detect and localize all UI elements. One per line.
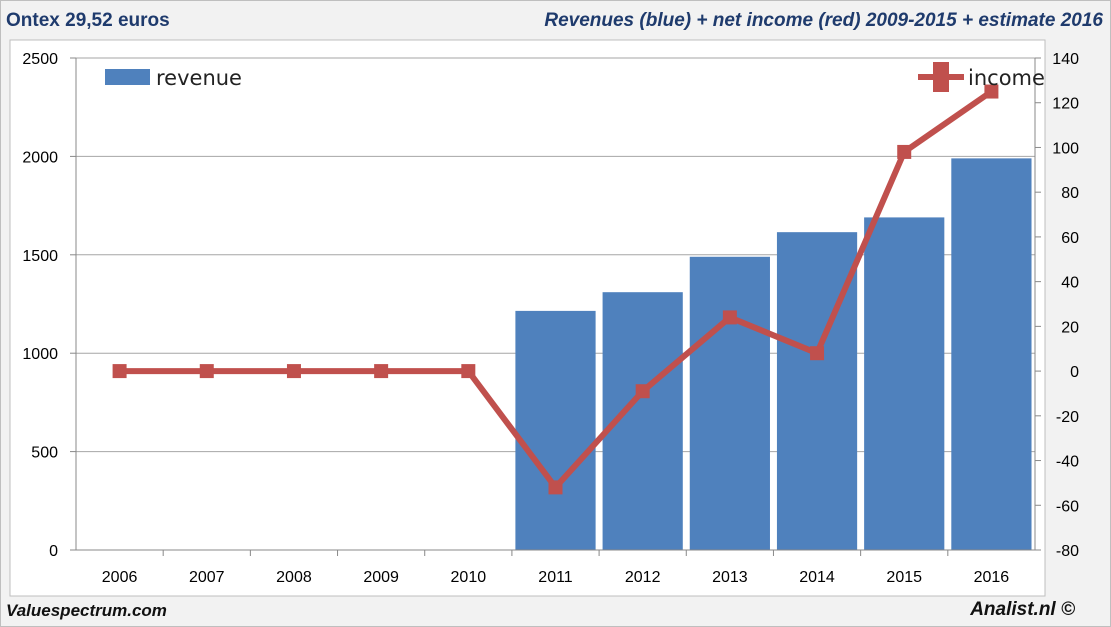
- x-axis-tick-label: 2010: [451, 569, 487, 586]
- x-axis-tick-label: 2009: [363, 569, 399, 586]
- left-axis-tick-label: 500: [31, 445, 58, 462]
- income-point: [374, 364, 389, 379]
- x-axis-tick-label: 2011: [538, 569, 573, 586]
- right-axis-tick-label: -80: [1056, 543, 1079, 560]
- revenue-bar: [515, 310, 596, 550]
- right-axis-tick-label: 60: [1061, 230, 1079, 247]
- income-point: [635, 384, 650, 399]
- left-axis-tick-label: 0: [49, 543, 58, 560]
- right-axis-tick-label: 140: [1052, 51, 1079, 68]
- x-axis-tick-label: 2015: [886, 569, 922, 586]
- right-axis-tick-label: -60: [1056, 498, 1079, 515]
- copyright-credit: Analist.nl ©: [970, 599, 1075, 620]
- right-axis-tick-label: 80: [1061, 185, 1079, 202]
- income-point: [722, 310, 737, 325]
- x-axis-tick-label: 2008: [276, 569, 312, 586]
- income-point: [548, 480, 563, 495]
- income-point: [112, 364, 127, 379]
- x-axis-tick-label: 2012: [625, 569, 661, 586]
- right-axis-tick-label: 40: [1061, 275, 1079, 292]
- revenue-bar: [776, 232, 858, 550]
- right-axis-tick-label: 20: [1061, 319, 1079, 336]
- x-axis-tick-label: 2006: [102, 569, 138, 586]
- right-axis-tick-label: 100: [1052, 140, 1079, 157]
- source-credit: Valuespectrum.com: [6, 601, 167, 620]
- left-axis-tick-label: 2500: [22, 51, 58, 68]
- income-point: [984, 84, 999, 99]
- income-point: [810, 346, 825, 361]
- income-point: [461, 364, 476, 379]
- x-axis-tick-label: 2014: [799, 569, 835, 586]
- revenue-bar: [951, 158, 1032, 551]
- income-legend-label: income: [968, 66, 1045, 90]
- left-axis-tick-label: 1500: [22, 248, 58, 265]
- right-axis-tick-label: -20: [1056, 409, 1079, 426]
- x-axis-tick-label: 2007: [189, 569, 225, 586]
- revenue-legend-swatch: [105, 69, 150, 85]
- income-legend-marker: [933, 62, 949, 92]
- income-point: [286, 364, 301, 379]
- income-point: [199, 364, 214, 379]
- stock-price-title: Ontex 29,52 euros: [6, 10, 170, 31]
- chart-title: Revenues (blue) + net income (red) 2009-…: [544, 10, 1103, 31]
- revenue-legend-label: revenue: [156, 66, 242, 90]
- revenue-bar: [689, 256, 770, 550]
- x-axis-tick-label: 2016: [974, 569, 1010, 586]
- x-axis-tick-label: 2013: [712, 569, 748, 586]
- right-axis-tick-label: -40: [1056, 454, 1079, 471]
- left-axis-tick-label: 2000: [22, 149, 58, 166]
- revenue-bar: [864, 217, 945, 550]
- income-point: [897, 144, 912, 159]
- right-axis-tick-label: 0: [1070, 364, 1079, 381]
- left-axis-tick-label: 1000: [22, 346, 58, 363]
- right-axis-tick-label: 120: [1052, 96, 1079, 113]
